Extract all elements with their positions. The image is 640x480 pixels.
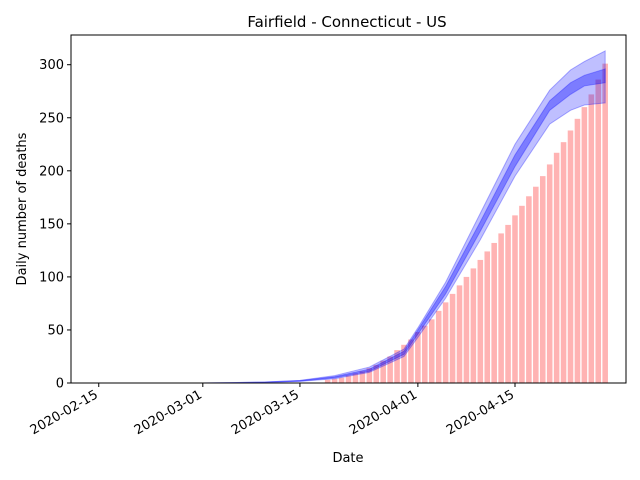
bar bbox=[560, 142, 567, 383]
bar bbox=[567, 130, 574, 383]
bar bbox=[345, 375, 352, 383]
y-tick-label: 100 bbox=[39, 270, 64, 285]
bar bbox=[449, 293, 456, 383]
bar bbox=[463, 276, 470, 383]
bar bbox=[512, 215, 518, 383]
prediction-band bbox=[202, 50, 606, 384]
bar bbox=[498, 233, 504, 383]
bar bbox=[422, 325, 428, 383]
bar bbox=[331, 378, 338, 383]
y-tick-label: 200 bbox=[39, 164, 64, 179]
x-tick-label: 2020-03-01 bbox=[132, 387, 205, 438]
x-tick-label: 2020-04-15 bbox=[444, 387, 517, 438]
y-tick-label: 300 bbox=[39, 58, 64, 73]
bar bbox=[588, 94, 595, 383]
bar bbox=[539, 176, 546, 383]
bar bbox=[491, 242, 497, 383]
plot-area bbox=[202, 50, 608, 384]
bar bbox=[574, 118, 581, 383]
bar bbox=[394, 350, 400, 383]
bar bbox=[408, 339, 414, 383]
bar bbox=[526, 196, 532, 383]
bar bbox=[470, 268, 477, 383]
bar bbox=[415, 332, 421, 383]
y-tick-label: 250 bbox=[39, 111, 64, 126]
bar bbox=[435, 310, 442, 383]
bar bbox=[546, 164, 553, 383]
bar bbox=[428, 319, 435, 383]
bar bbox=[387, 356, 393, 383]
bar bbox=[442, 302, 449, 383]
x-tick-label: 2020-04-01 bbox=[347, 387, 420, 438]
y-axis: 0 50 100 150 200 250 300 bbox=[39, 58, 71, 392]
axes-frame bbox=[70, 34, 627, 384]
x-axis-label: Date bbox=[332, 451, 363, 466]
bar bbox=[366, 368, 373, 383]
bar bbox=[456, 285, 463, 383]
bar bbox=[352, 373, 359, 383]
bar bbox=[553, 152, 560, 383]
chart-title: Fairfield - Connecticut - US bbox=[247, 13, 446, 31]
bar bbox=[533, 186, 539, 383]
bar bbox=[602, 63, 608, 384]
bar bbox=[359, 371, 366, 383]
y-tick-label: 50 bbox=[47, 323, 64, 338]
y-tick-label: 150 bbox=[39, 217, 64, 232]
y-axis-label: Daily number of deaths bbox=[15, 132, 30, 285]
bar bbox=[477, 259, 484, 383]
bar bbox=[324, 379, 331, 383]
bar bbox=[505, 224, 511, 383]
bar bbox=[373, 364, 380, 383]
bar bbox=[401, 344, 407, 383]
bar bbox=[581, 107, 588, 384]
x-axis: 2020-02-15 2020-03-01 2020-03-15 2020-04-01… bbox=[28, 383, 517, 438]
bar bbox=[519, 205, 525, 383]
y-tick-label: 0 bbox=[56, 377, 64, 392]
bar bbox=[380, 360, 386, 383]
bar bbox=[338, 377, 345, 383]
bar bbox=[595, 79, 602, 383]
x-tick-label: 2020-03-15 bbox=[229, 387, 302, 438]
prediction-band bbox=[202, 68, 606, 384]
x-tick-label: 2020-02-15 bbox=[28, 387, 101, 438]
bar bbox=[484, 251, 491, 383]
